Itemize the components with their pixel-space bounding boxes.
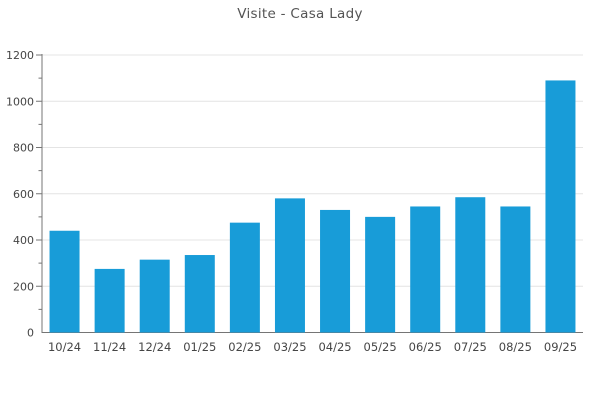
bar xyxy=(455,197,486,333)
y-axis-label: 200 xyxy=(13,280,34,293)
x-axis-label: 03/25 xyxy=(273,340,306,354)
x-axis-label: 12/24 xyxy=(138,340,171,354)
bar xyxy=(320,209,351,333)
x-axis-label: 06/25 xyxy=(409,340,442,354)
y-axis-label: 600 xyxy=(13,188,34,201)
bar xyxy=(229,222,260,333)
bar xyxy=(184,255,215,333)
y-axis-label: 1000 xyxy=(6,95,34,108)
bar xyxy=(94,268,125,333)
x-axis-label: 09/25 xyxy=(544,340,577,354)
bar xyxy=(274,198,305,333)
y-axis-label: 800 xyxy=(13,142,34,155)
x-axis-label: 07/25 xyxy=(454,340,487,354)
x-axis-label: 04/25 xyxy=(318,340,351,354)
x-axis-label: 11/24 xyxy=(93,340,126,354)
bar xyxy=(49,230,80,333)
bar xyxy=(500,206,531,333)
x-axis-label: 08/25 xyxy=(499,340,532,354)
x-axis-label: 05/25 xyxy=(364,340,397,354)
chart-title: Visite - Casa Lady xyxy=(237,6,363,22)
y-axis-label: 0 xyxy=(27,327,34,340)
bar xyxy=(365,216,396,333)
x-axis-label: 02/25 xyxy=(228,340,261,354)
bar xyxy=(410,206,441,333)
x-axis-label: 01/25 xyxy=(183,340,216,354)
bar xyxy=(545,80,576,333)
x-axis-label: 10/24 xyxy=(48,340,81,354)
y-axis-label: 1200 xyxy=(6,49,34,62)
y-axis-label: 400 xyxy=(13,234,34,247)
bar xyxy=(139,259,170,333)
